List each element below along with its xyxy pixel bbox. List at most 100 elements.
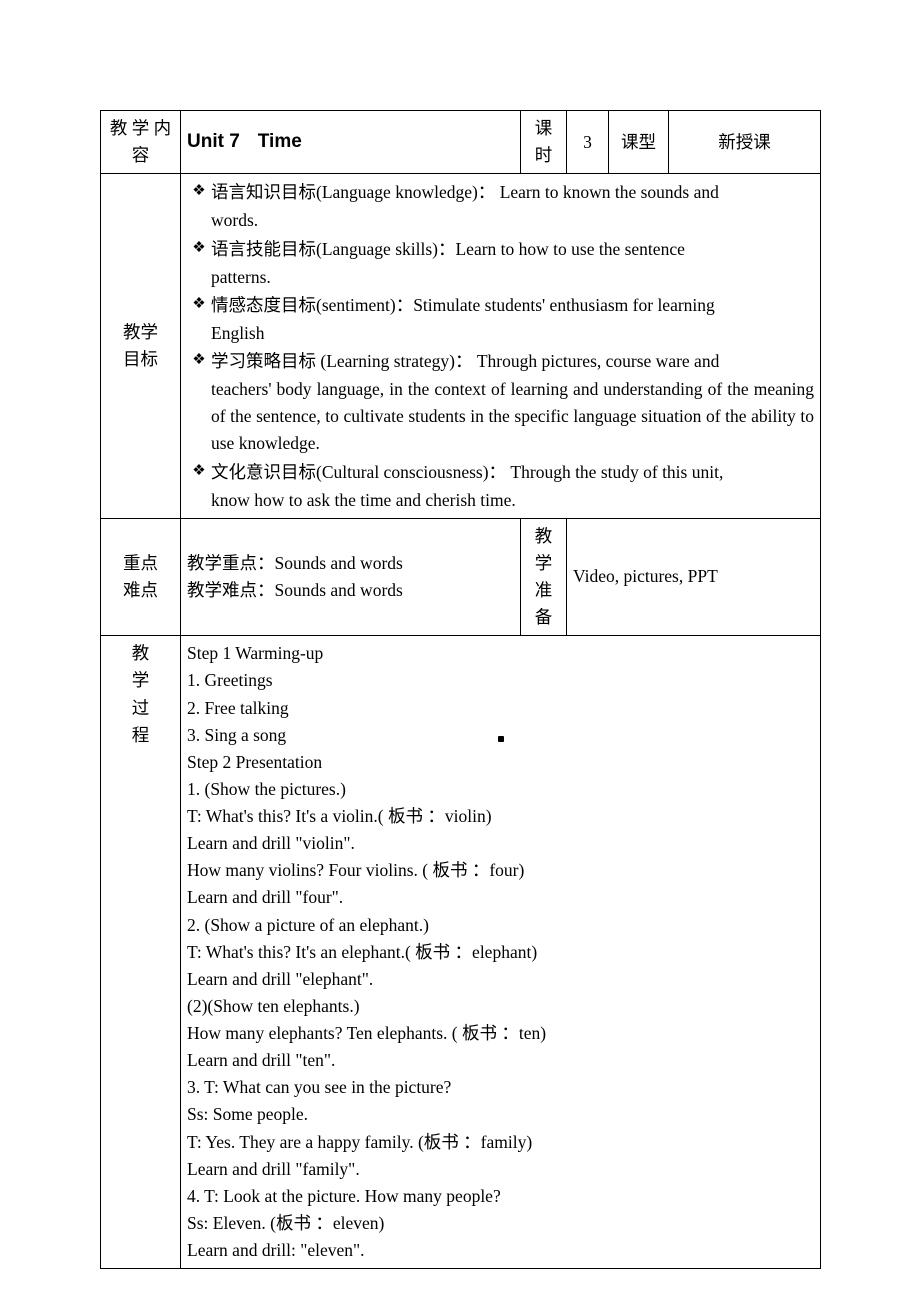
process-line: Ss: Some people. xyxy=(187,1101,814,1128)
label-text: 课时 xyxy=(535,118,553,165)
process-line: Learn and drill "family". xyxy=(187,1156,814,1183)
goals-content: ❖ 语言知识目标(Language knowledge)： Learn to k… xyxy=(181,174,821,519)
goal-en: (Cultural consciousness)： xyxy=(316,462,506,482)
prep-value: Video, pictures, PPT xyxy=(573,566,718,586)
process-line: 1. (Show the pictures.) xyxy=(187,776,814,803)
goal-en: (Language skills)： xyxy=(316,239,455,259)
goal-cont: words. xyxy=(187,207,814,234)
goal-text: 语言知识目标(Language knowledge)： Learn to kno… xyxy=(211,179,814,206)
goal-item: ❖ 学习策略目标 (Learning strategy)： Through pi… xyxy=(187,348,814,375)
goal-item: ❖ 语言知识目标(Language knowledge)： Learn to k… xyxy=(187,179,814,206)
process-row: 教 学 过 程 Step 1 Warming-up 1. Greetings 2… xyxy=(101,636,821,1269)
process-line: Ss: Eleven. (板书 ：eleven) xyxy=(187,1210,814,1237)
label-line: 过 xyxy=(107,695,174,722)
goal-cont: patterns. xyxy=(187,264,814,291)
process-line: Step 2 Presentation xyxy=(187,749,814,776)
bullet-icon: ❖ xyxy=(187,459,211,485)
prep-content: Video, pictures, PPT xyxy=(567,518,821,636)
process-line: Learn and drill "ten". xyxy=(187,1047,814,1074)
process-line: T: Yes. They are a happy family. (板书 ：fa… xyxy=(187,1129,814,1156)
goal-text: 情感态度目标(sentiment)：Stimulate students' en… xyxy=(211,292,814,319)
unit-name: Time xyxy=(258,131,302,152)
period-value: 3 xyxy=(567,111,609,174)
focus-value: Sounds and words xyxy=(275,580,403,600)
label-line: 学 xyxy=(107,667,174,694)
label-text: 教 学 内容 xyxy=(110,118,171,165)
process-line: 2. (Show a picture of an elephant.) xyxy=(187,912,814,939)
goal-zh: 学习策略目标 xyxy=(211,351,320,371)
label-line: 目标 xyxy=(107,346,174,373)
process-line: 2. Free talking xyxy=(187,695,814,722)
process-line: How many violins? Four violins. ( 板书 ：fo… xyxy=(187,857,814,884)
goal-text: 文化意识目标(Cultural consciousness)： Through … xyxy=(211,459,814,486)
focus-value: Sounds and words xyxy=(275,553,403,573)
goal-en: (sentiment)： xyxy=(316,295,413,315)
process-line: (2)(Show ten elephants.) xyxy=(187,993,814,1020)
unit-title-cell: Unit 7 Time xyxy=(181,111,521,174)
goal-item: ❖ 情感态度目标(sentiment)：Stimulate students' … xyxy=(187,292,814,319)
label-period: 课时 xyxy=(521,111,567,174)
label-teaching-content: 教 学 内容 xyxy=(101,111,181,174)
header-row: 教 学 内容 Unit 7 Time 课时 3 课型 新授课 xyxy=(101,111,821,174)
goal-cont: teachers' body language, in the context … xyxy=(187,376,814,457)
process-line: Step 1 Warming-up xyxy=(187,640,814,667)
process-line: Learn and drill "four". xyxy=(187,884,814,911)
label-focus: 重点 难点 xyxy=(101,518,181,636)
label-line: 准备 xyxy=(527,577,560,631)
bullet-icon: ❖ xyxy=(187,179,211,205)
label-process: 教 学 过 程 xyxy=(101,636,181,1269)
goal-body: Through pictures, course ware and xyxy=(477,351,719,371)
goal-cont: know how to ask the time and cherish tim… xyxy=(187,487,814,514)
label-line: 难点 xyxy=(107,577,174,604)
process-line: Learn and drill "violin". xyxy=(187,830,814,857)
goal-body: Through the study of this unit, xyxy=(510,462,723,482)
goal-zh: 语言知识目标 xyxy=(211,182,316,202)
goal-en: (Learning strategy)： xyxy=(320,351,472,371)
goal-en: (Language knowledge)： xyxy=(316,182,495,202)
process-line: How many elephants? Ten elephants. ( 板书 … xyxy=(187,1020,814,1047)
focus-row: 重点 难点 教学重点：Sounds and words 教学难点：Sounds … xyxy=(101,518,821,636)
process-line: T: What's this? It's an elephant.( 板书 ：e… xyxy=(187,939,814,966)
process-line: Learn and drill: "eleven". xyxy=(187,1237,814,1264)
goal-cont: English xyxy=(187,320,814,347)
goals-row: 教学 目标 ❖ 语言知识目标(Language knowledge)： Lear… xyxy=(101,174,821,519)
unit-number: Unit 7 xyxy=(187,131,240,152)
goal-body: Learn to how to use the sentence xyxy=(455,239,684,259)
goal-item: ❖ 语言技能目标(Language skills)：Learn to how t… xyxy=(187,236,814,263)
goal-zh: 文化意识目标 xyxy=(211,462,316,482)
label-line: 重点 xyxy=(107,550,174,577)
label-teaching-goals: 教学 目标 xyxy=(101,174,181,519)
label-prep: 教学 准备 xyxy=(521,518,567,636)
process-line: 4. T: Look at the picture. How many peop… xyxy=(187,1183,814,1210)
label-line: 教学 xyxy=(527,523,560,577)
label-line: 程 xyxy=(107,722,174,749)
goal-zh: 语言技能目标 xyxy=(211,239,316,259)
process-line: 3. Sing a song xyxy=(187,722,814,749)
focus-label: 教学难点： xyxy=(187,580,275,600)
goal-body: Stimulate students' enthusiasm for learn… xyxy=(413,295,715,315)
focus-label: 教学重点： xyxy=(187,553,275,573)
label-text: 课型 xyxy=(621,132,656,152)
process-line: Learn and drill "elephant". xyxy=(187,966,814,993)
bullet-icon: ❖ xyxy=(187,292,211,318)
value-text: 新授课 xyxy=(718,132,771,152)
goal-text: 学习策略目标 (Learning strategy)： Through pict… xyxy=(211,348,814,375)
process-content: Step 1 Warming-up 1. Greetings 2. Free t… xyxy=(181,636,821,1269)
goal-body: Learn to known the sounds and xyxy=(500,182,719,202)
focus-line: 教学难点：Sounds and words xyxy=(187,577,514,604)
label-line: 教学 xyxy=(107,319,174,346)
goal-item: ❖ 文化意识目标(Cultural consciousness)： Throug… xyxy=(187,459,814,486)
lesson-plan-table: 教 学 内容 Unit 7 Time 课时 3 课型 新授课 教学 目标 ❖ 语言… xyxy=(100,110,821,1269)
value-text: 3 xyxy=(583,132,592,152)
focus-line: 教学重点：Sounds and words xyxy=(187,550,514,577)
goal-text: 语言技能目标(Language skills)：Learn to how to … xyxy=(211,236,814,263)
focus-content: 教学重点：Sounds and words 教学难点：Sounds and wo… xyxy=(181,518,521,636)
label-class-type: 课型 xyxy=(609,111,669,174)
class-type-value: 新授课 xyxy=(669,111,821,174)
bullet-icon: ❖ xyxy=(187,348,211,374)
bullet-icon: ❖ xyxy=(187,236,211,262)
page-dot-icon xyxy=(498,736,504,742)
goal-zh: 情感态度目标 xyxy=(211,295,316,315)
process-line: 1. Greetings xyxy=(187,667,814,694)
process-line: T: What's this? It's a violin.( 板书 ：viol… xyxy=(187,803,814,830)
